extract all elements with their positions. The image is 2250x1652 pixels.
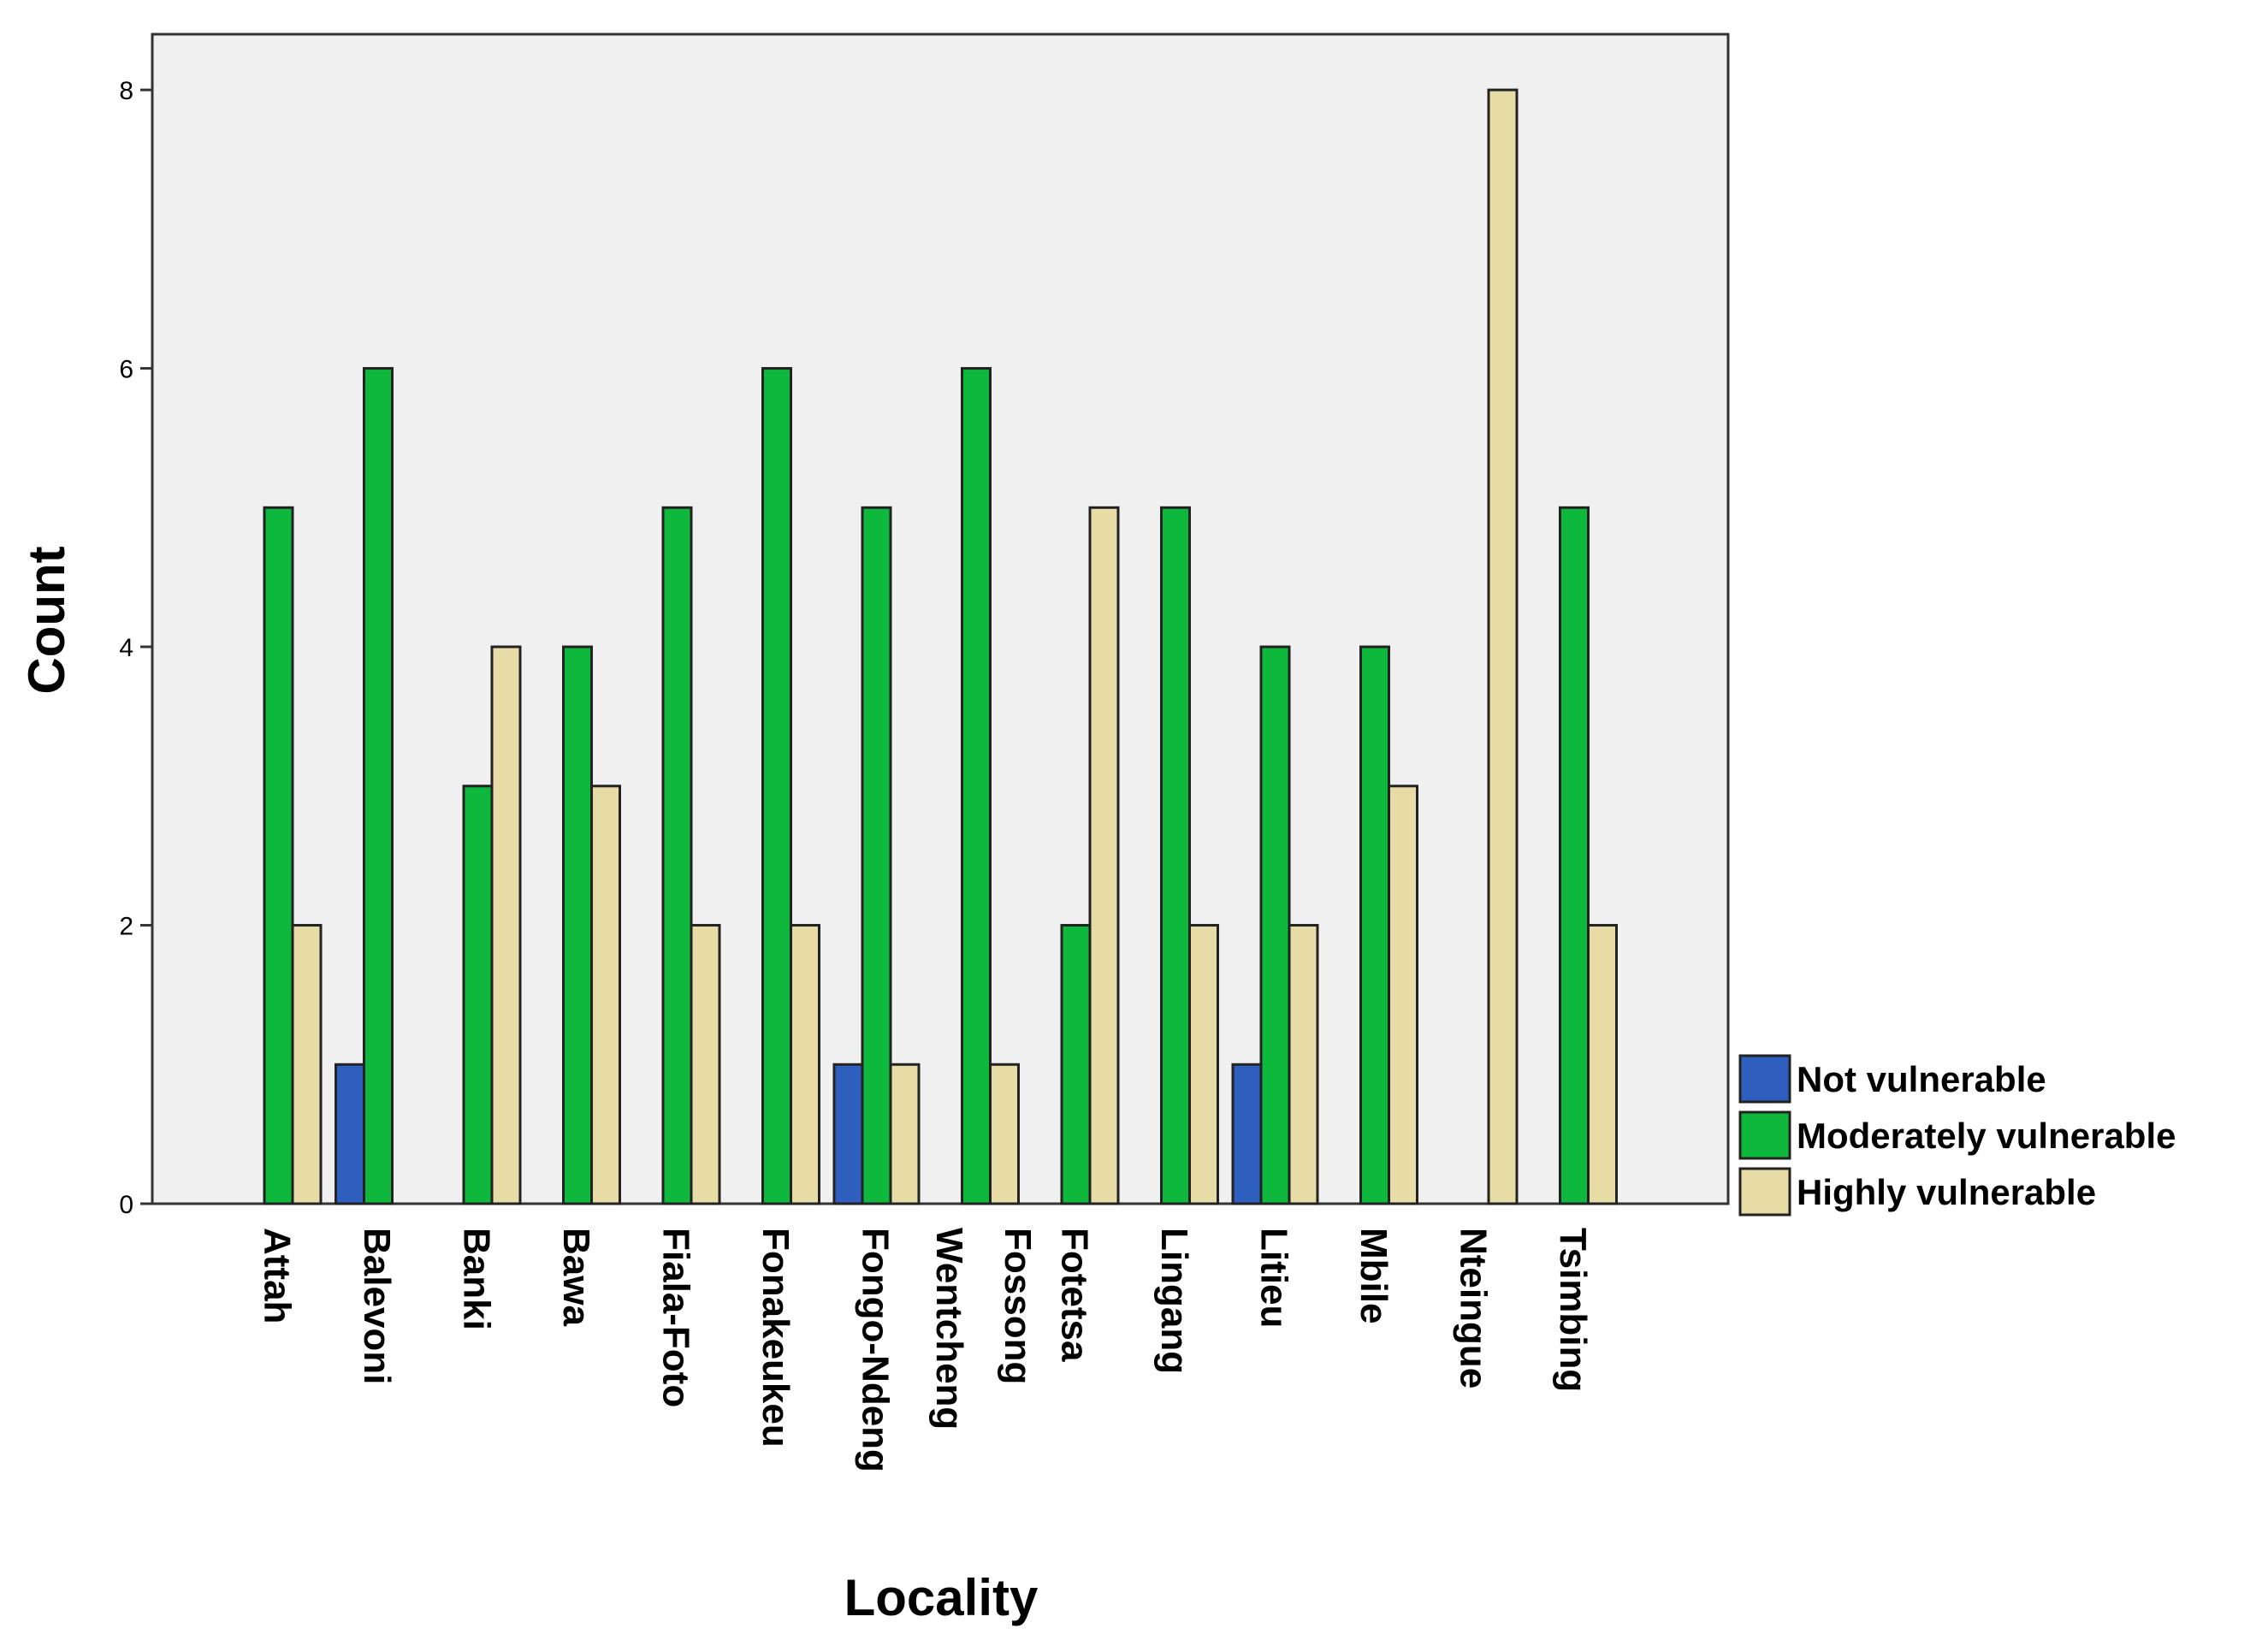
bar — [1088, 506, 1120, 1205]
x-tick-label: Bawa — [555, 1228, 597, 1326]
y-tick-label: 8 — [119, 77, 133, 105]
bar — [1188, 924, 1219, 1205]
x-tick-label: Tsimbing — [1552, 1228, 1594, 1392]
bar — [1487, 88, 1519, 1205]
bar — [790, 924, 820, 1205]
x-tick-label: Fotetsa — [1054, 1228, 1096, 1362]
bar — [263, 506, 294, 1205]
y-tick-label: 0 — [119, 1191, 133, 1219]
bar — [590, 785, 621, 1205]
bar — [1388, 785, 1418, 1205]
bar — [1259, 645, 1291, 1205]
legend-label: Not vulnerable — [1797, 1059, 2046, 1099]
legend-label: Highly vulnerable — [1797, 1172, 2096, 1212]
bar — [1060, 924, 1092, 1205]
x-tick-label: Balevoni — [356, 1228, 398, 1384]
y-axis-title: Count — [18, 546, 75, 694]
x-tick-label: Fiala-Foto — [655, 1228, 697, 1407]
bar — [1288, 924, 1319, 1205]
bar — [889, 1063, 921, 1205]
bar — [961, 367, 992, 1205]
plot-area — [151, 33, 1730, 1205]
legend-swatch — [1738, 1110, 1791, 1160]
x-tick-label: Lingang — [1153, 1228, 1195, 1374]
legend-swatch — [1738, 1167, 1791, 1217]
x-tick-label: Fossong — [997, 1228, 1039, 1384]
x-tick-label: Nteingue — [1453, 1228, 1495, 1389]
bar — [1559, 506, 1590, 1205]
bar — [1160, 506, 1191, 1205]
x-tick-label: Mbile — [1353, 1228, 1394, 1323]
bar — [761, 367, 792, 1205]
bar — [363, 367, 394, 1205]
bar — [1359, 645, 1390, 1205]
x-tick-label: Fonakeukeu — [755, 1228, 796, 1448]
bar — [1231, 1063, 1263, 1205]
x-axis-title: Locality — [844, 1569, 1039, 1626]
legend-swatch — [1738, 1054, 1791, 1104]
y-tick-label: 4 — [119, 634, 133, 662]
x-tick-label: Fongo-Ndeng — [855, 1228, 897, 1472]
y-axis: 0 2 4 6 8 — [119, 77, 152, 1219]
x-tick-label: Attah — [257, 1228, 299, 1323]
bars-layer — [263, 88, 1618, 1205]
legend: Not vulnerable Moderately vulnerable Highl… — [1738, 1054, 2176, 1217]
y-tick-label: 2 — [119, 913, 133, 941]
bar — [832, 1063, 864, 1205]
bar — [861, 506, 892, 1205]
bar — [1587, 924, 1618, 1205]
bar — [690, 924, 721, 1205]
bar — [462, 785, 494, 1205]
x-tick-label: Litieu — [1253, 1228, 1295, 1328]
bar — [291, 924, 323, 1205]
x-axis: Attah Balevoni Banki Bawa Fiala-Foto Fonakeuk… — [257, 1228, 1595, 1472]
bar — [661, 506, 693, 1205]
x-tick-label: Banki — [456, 1228, 498, 1330]
bar — [335, 1063, 365, 1205]
legend-label: Moderately vulnerable — [1797, 1116, 2176, 1156]
bar — [562, 645, 593, 1205]
y-tick-label: 6 — [119, 356, 133, 384]
bar — [989, 1063, 1020, 1205]
bar — [490, 645, 522, 1205]
x-tick-label: Wentcheng — [928, 1228, 970, 1430]
